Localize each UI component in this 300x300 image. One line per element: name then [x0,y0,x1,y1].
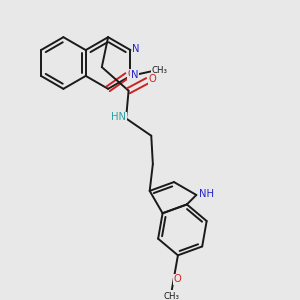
Text: CH₃: CH₃ [164,292,179,300]
Text: N: N [130,70,138,80]
Text: O: O [173,274,181,284]
Text: O: O [128,69,135,79]
Text: CH₃: CH₃ [151,66,167,75]
Text: N: N [132,44,140,54]
Text: O: O [148,74,156,84]
Text: HN: HN [111,112,126,122]
Text: NH: NH [199,189,214,199]
